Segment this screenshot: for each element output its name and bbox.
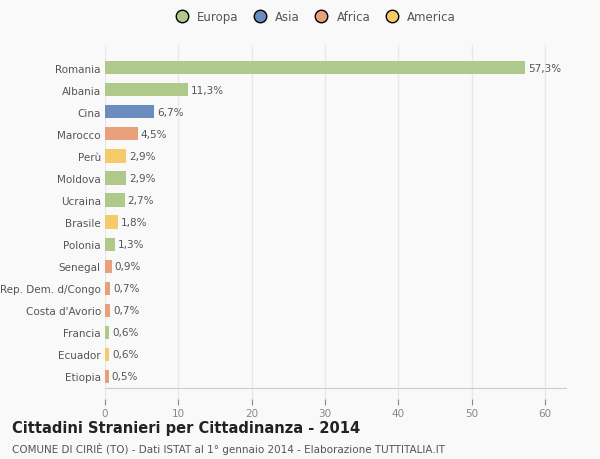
Text: 2,9%: 2,9%	[129, 174, 156, 184]
Bar	[105, 304, 110, 317]
Bar	[105, 84, 188, 97]
Bar	[105, 326, 109, 339]
Text: 0,6%: 0,6%	[112, 350, 139, 360]
Text: 0,6%: 0,6%	[112, 328, 139, 338]
Text: 2,9%: 2,9%	[129, 151, 156, 162]
Text: 0,7%: 0,7%	[113, 306, 139, 316]
Text: 1,8%: 1,8%	[121, 218, 148, 228]
Bar	[105, 150, 126, 163]
Bar	[105, 216, 118, 229]
Text: Cittadini Stranieri per Cittadinanza - 2014: Cittadini Stranieri per Cittadinanza - 2…	[12, 420, 360, 435]
Text: COMUNE DI CIRIÈ (TO) - Dati ISTAT al 1° gennaio 2014 - Elaborazione TUTTITALIA.I: COMUNE DI CIRIÈ (TO) - Dati ISTAT al 1° …	[12, 442, 445, 453]
Text: 4,5%: 4,5%	[141, 129, 167, 140]
Bar	[105, 348, 109, 361]
Bar	[105, 172, 126, 185]
Bar	[105, 238, 115, 251]
Text: 57,3%: 57,3%	[528, 64, 561, 73]
Bar	[105, 62, 525, 75]
Text: 0,7%: 0,7%	[113, 284, 139, 294]
Bar	[105, 260, 112, 273]
Bar	[105, 282, 110, 295]
Text: 6,7%: 6,7%	[157, 107, 184, 118]
Bar	[105, 128, 138, 141]
Text: 2,7%: 2,7%	[128, 196, 154, 206]
Bar	[105, 370, 109, 383]
Text: 0,5%: 0,5%	[112, 372, 138, 381]
Bar	[105, 194, 125, 207]
Text: 0,9%: 0,9%	[115, 262, 141, 272]
Text: 1,3%: 1,3%	[118, 240, 144, 250]
Legend: Europa, Asia, Africa, America: Europa, Asia, Africa, America	[170, 11, 456, 24]
Bar	[105, 106, 154, 119]
Text: 11,3%: 11,3%	[191, 85, 224, 95]
